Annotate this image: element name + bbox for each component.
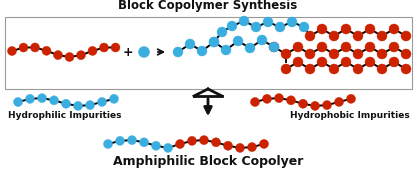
Circle shape	[65, 52, 74, 61]
Circle shape	[61, 99, 70, 108]
Circle shape	[329, 49, 339, 59]
Circle shape	[199, 136, 208, 145]
Circle shape	[299, 99, 307, 108]
Circle shape	[269, 42, 279, 52]
Circle shape	[293, 42, 303, 52]
Circle shape	[227, 21, 237, 31]
Circle shape	[365, 42, 375, 52]
Circle shape	[341, 42, 351, 52]
Circle shape	[259, 139, 269, 148]
Circle shape	[110, 94, 118, 103]
Circle shape	[251, 98, 259, 107]
Circle shape	[281, 49, 291, 59]
Circle shape	[85, 101, 95, 110]
Circle shape	[128, 136, 136, 145]
Circle shape	[293, 57, 303, 67]
Circle shape	[197, 46, 207, 56]
Circle shape	[245, 43, 255, 53]
Text: Amphiphilic Block Copolyer: Amphiphilic Block Copolyer	[113, 155, 303, 169]
Circle shape	[30, 43, 40, 52]
FancyBboxPatch shape	[5, 17, 412, 89]
Circle shape	[163, 143, 173, 152]
Circle shape	[353, 49, 363, 59]
Circle shape	[19, 43, 28, 52]
Circle shape	[50, 96, 58, 105]
Circle shape	[140, 138, 148, 147]
Circle shape	[389, 42, 399, 52]
Circle shape	[53, 51, 63, 60]
Circle shape	[25, 94, 35, 103]
Circle shape	[221, 45, 231, 55]
Circle shape	[353, 64, 363, 74]
Circle shape	[103, 139, 113, 148]
Circle shape	[217, 27, 227, 37]
Circle shape	[224, 141, 233, 150]
Circle shape	[389, 57, 399, 67]
Circle shape	[341, 57, 351, 67]
Circle shape	[262, 94, 271, 103]
Circle shape	[329, 31, 339, 41]
Circle shape	[305, 64, 315, 74]
Circle shape	[173, 47, 183, 57]
Circle shape	[248, 143, 256, 152]
Circle shape	[73, 101, 83, 110]
Circle shape	[377, 49, 387, 59]
Circle shape	[347, 94, 356, 103]
Circle shape	[317, 24, 327, 34]
Circle shape	[317, 57, 327, 67]
Circle shape	[377, 31, 387, 41]
Circle shape	[305, 49, 315, 59]
Circle shape	[257, 35, 267, 45]
Circle shape	[334, 98, 344, 106]
Text: +: +	[123, 45, 133, 59]
Circle shape	[269, 42, 279, 52]
Circle shape	[299, 22, 309, 32]
Circle shape	[38, 94, 47, 103]
Text: Block Copolymer Synthesis: Block Copolymer Synthesis	[118, 0, 298, 13]
Circle shape	[100, 43, 108, 52]
Text: Hydrophilic Impurities: Hydrophilic Impurities	[8, 112, 122, 121]
Circle shape	[274, 94, 284, 103]
Circle shape	[8, 47, 17, 56]
Circle shape	[13, 98, 23, 107]
Circle shape	[317, 42, 327, 52]
Circle shape	[111, 43, 120, 52]
Circle shape	[151, 141, 161, 150]
Circle shape	[275, 22, 285, 32]
Circle shape	[211, 138, 221, 147]
Circle shape	[401, 49, 411, 59]
Circle shape	[263, 17, 273, 27]
Circle shape	[185, 39, 195, 49]
Circle shape	[188, 136, 196, 145]
Circle shape	[209, 37, 219, 47]
Circle shape	[76, 51, 85, 60]
Circle shape	[42, 46, 51, 55]
Circle shape	[322, 101, 332, 110]
Circle shape	[341, 24, 351, 34]
Circle shape	[401, 31, 411, 41]
Circle shape	[353, 31, 363, 41]
Circle shape	[98, 98, 106, 106]
Circle shape	[389, 24, 399, 34]
Circle shape	[305, 31, 315, 41]
Circle shape	[311, 101, 319, 110]
Circle shape	[286, 96, 296, 105]
Circle shape	[377, 64, 387, 74]
Circle shape	[138, 47, 150, 57]
Circle shape	[239, 16, 249, 26]
Circle shape	[251, 22, 261, 32]
Circle shape	[281, 64, 291, 74]
Circle shape	[233, 36, 243, 46]
Circle shape	[365, 57, 375, 67]
Circle shape	[116, 136, 125, 145]
Circle shape	[287, 17, 297, 27]
Circle shape	[209, 37, 219, 47]
Circle shape	[88, 46, 97, 55]
Circle shape	[329, 64, 339, 74]
Circle shape	[176, 139, 184, 148]
Circle shape	[401, 64, 411, 74]
Circle shape	[365, 24, 375, 34]
Circle shape	[236, 143, 244, 152]
Text: Hydrophobic Impurities: Hydrophobic Impurities	[290, 112, 410, 121]
